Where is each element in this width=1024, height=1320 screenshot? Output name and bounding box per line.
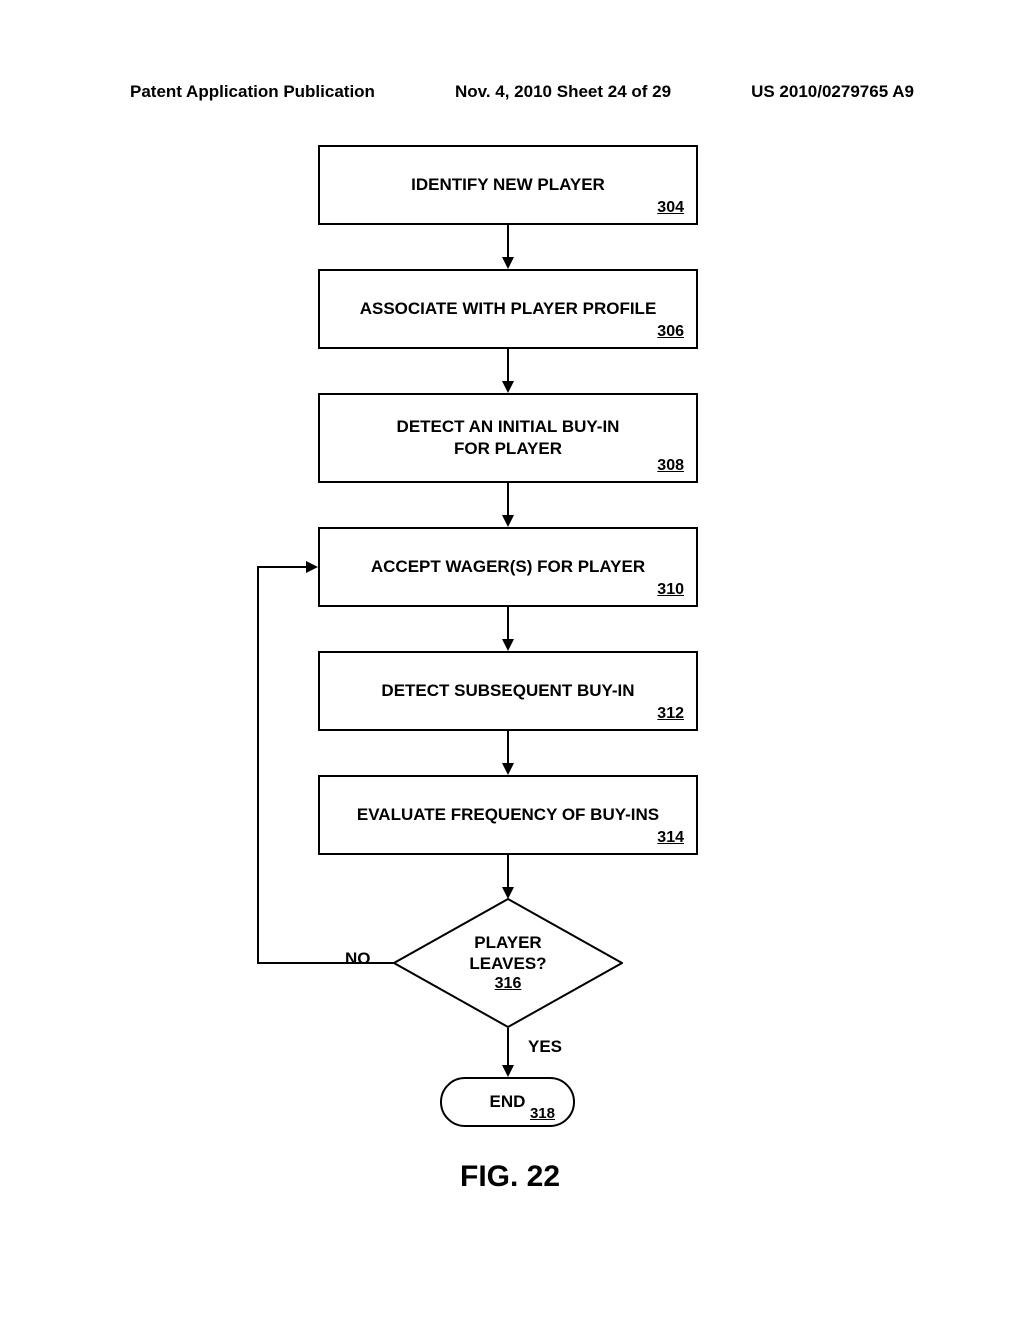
terminator-end: END 318: [440, 1077, 575, 1127]
arrow-no-loopback: [250, 555, 410, 975]
step-ref: 310: [657, 580, 684, 601]
step-ref: 312: [657, 704, 684, 725]
page-header: Patent Application Publication Nov. 4, 2…: [0, 82, 1024, 102]
terminator-ref: 318: [530, 1105, 555, 1122]
step-detect-initial-buyin: DETECT AN INITIAL BUY-IN FOR PLAYER 308: [318, 393, 698, 483]
step-associate-player-profile: ASSOCIATE WITH PLAYER PROFILE 306: [318, 269, 698, 349]
step-label-line2: FOR PLAYER: [454, 438, 562, 460]
step-ref: 314: [657, 828, 684, 849]
step-ref: 308: [657, 456, 684, 477]
decision-line1: PLAYER: [474, 932, 541, 953]
header-right: US 2010/0279765 A9: [751, 82, 914, 102]
arrow-304-306: [500, 225, 516, 269]
arrow-312-314: [500, 731, 516, 775]
decision-yes-label: YES: [528, 1037, 562, 1057]
step-ref: 304: [657, 198, 684, 219]
decision-ref: 316: [495, 974, 522, 994]
arrow-308-310: [500, 483, 516, 527]
terminator-label: END: [490, 1092, 526, 1112]
arrow-316-318: [500, 1028, 516, 1077]
decision-player-leaves: PLAYER LEAVES? 316: [393, 898, 623, 1028]
step-ref: 306: [657, 322, 684, 343]
arrow-306-308: [500, 349, 516, 393]
decision-line2: LEAVES?: [469, 953, 546, 974]
arrow-314-316: [500, 855, 516, 899]
step-label: IDENTIFY NEW PLAYER: [411, 174, 605, 196]
step-label: ACCEPT WAGER(S) FOR PLAYER: [371, 556, 645, 578]
step-label: DETECT SUBSEQUENT BUY-IN: [381, 680, 634, 702]
arrow-310-312: [500, 607, 516, 651]
step-label: ASSOCIATE WITH PLAYER PROFILE: [360, 298, 657, 320]
step-label-line1: DETECT AN INITIAL BUY-IN: [397, 416, 620, 438]
header-left: Patent Application Publication: [130, 82, 375, 102]
figure-caption: FIG. 22: [460, 1160, 560, 1194]
header-center: Nov. 4, 2010 Sheet 24 of 29: [455, 82, 671, 102]
step-identify-new-player: IDENTIFY NEW PLAYER 304: [318, 145, 698, 225]
